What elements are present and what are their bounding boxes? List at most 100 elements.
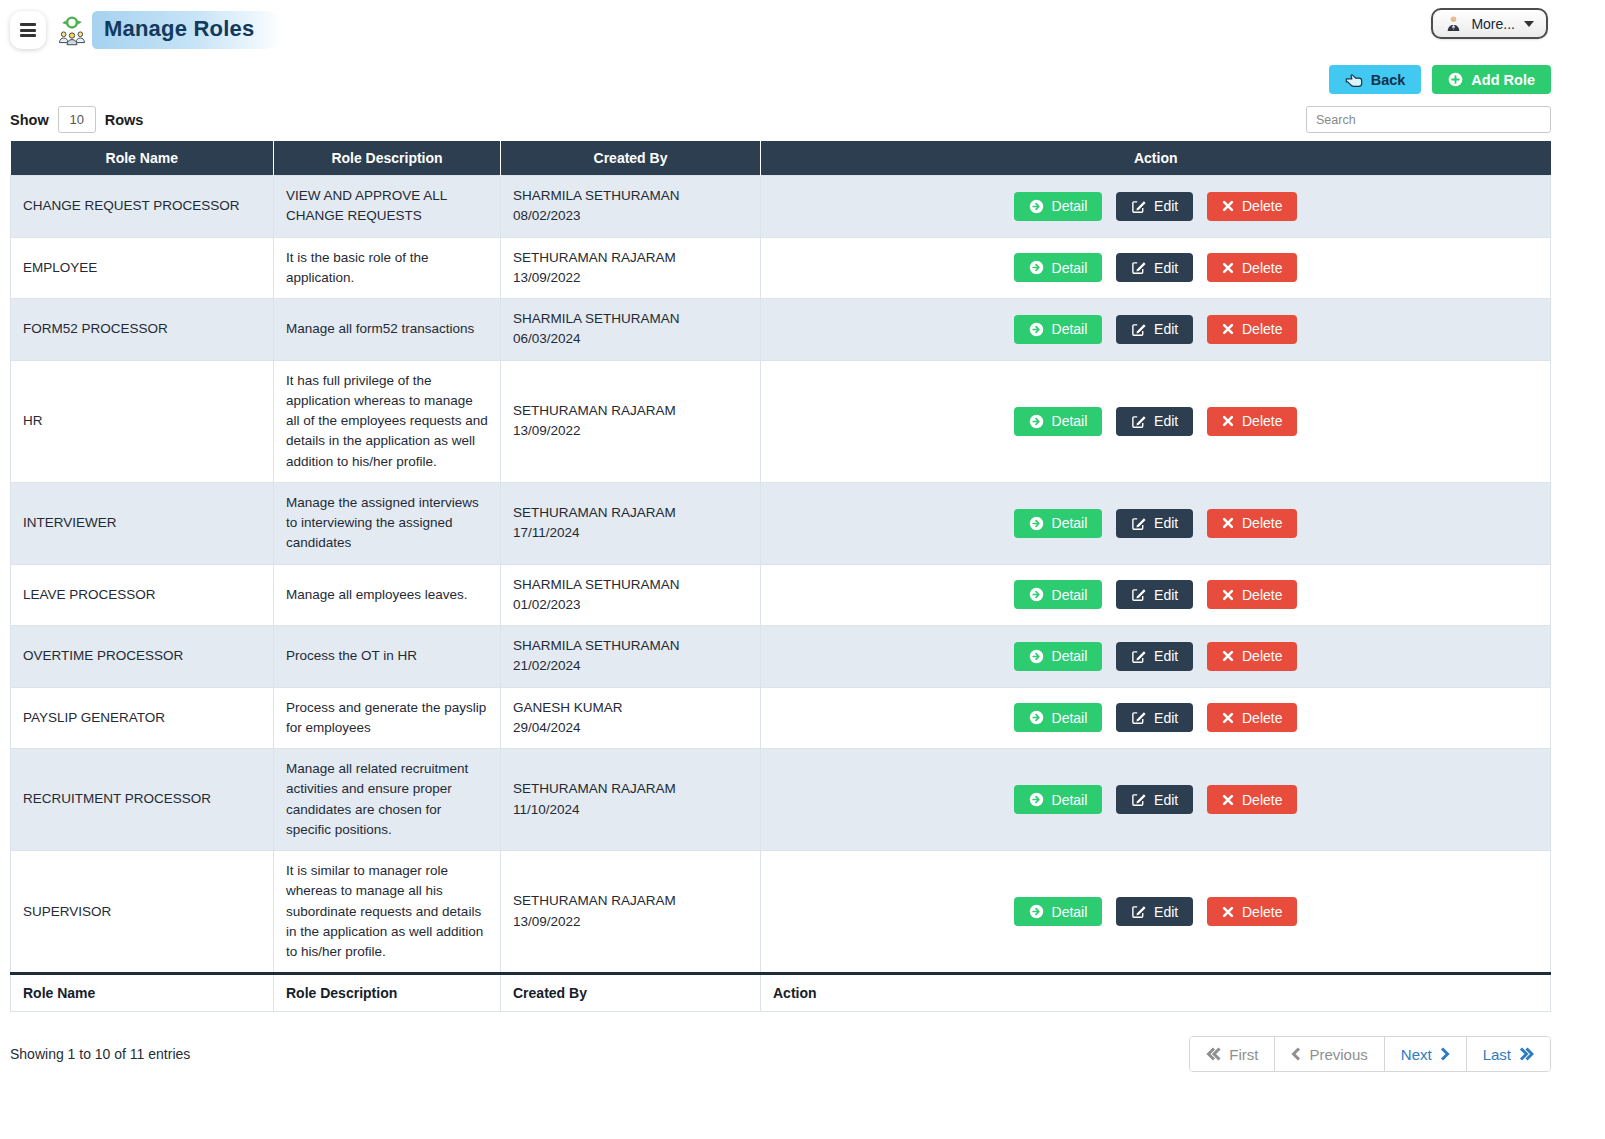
action-cell: Detail Edit Delete	[761, 176, 1551, 238]
x-icon	[1222, 650, 1234, 662]
chevron-right-icon	[1440, 1047, 1450, 1061]
edit-pencil-icon	[1131, 260, 1146, 275]
created-by-name: SETHURAMAN RAJARAM	[513, 401, 748, 421]
roles-table: Role Name Role Description Created By Ac…	[10, 141, 1551, 1012]
delete-button[interactable]: Delete	[1207, 407, 1297, 436]
delete-button[interactable]: Delete	[1207, 580, 1297, 609]
created-date: 21/02/2024	[513, 656, 748, 676]
edit-pencil-icon	[1131, 199, 1146, 214]
header-created-by: Created By	[501, 141, 761, 176]
pagination-last-button[interactable]: Last	[1466, 1037, 1550, 1071]
delete-button[interactable]: Delete	[1207, 703, 1297, 732]
role-description-cell: It has full privilege of the application…	[274, 360, 501, 482]
detail-button[interactable]: Detail	[1014, 509, 1103, 538]
x-icon	[1222, 712, 1234, 724]
edit-pencil-icon	[1131, 322, 1146, 337]
delete-button[interactable]: Delete	[1207, 509, 1297, 538]
role-description-cell: Manage all form52 transactions	[274, 299, 501, 361]
edit-button[interactable]: Edit	[1116, 407, 1193, 436]
x-icon	[1222, 415, 1234, 427]
created-by-cell: SHARMILA SETHURAMAN 06/03/2024	[501, 299, 761, 361]
pagination: First Previous Next Last	[1189, 1036, 1551, 1072]
edit-button[interactable]: Edit	[1116, 897, 1193, 926]
detail-button[interactable]: Detail	[1014, 703, 1103, 732]
table-controls: Show Rows	[10, 106, 1551, 133]
detail-label: Detail	[1052, 792, 1088, 808]
delete-button[interactable]: Delete	[1207, 785, 1297, 814]
edit-button[interactable]: Edit	[1116, 785, 1193, 814]
created-by-cell: SETHURAMAN RAJARAM 13/09/2022	[501, 851, 761, 974]
detail-button[interactable]: Detail	[1014, 315, 1103, 344]
created-by-cell: SETHURAMAN RAJARAM 13/09/2022	[501, 360, 761, 482]
edit-label: Edit	[1154, 587, 1178, 603]
created-date: 13/09/2022	[513, 421, 748, 441]
role-name-cell: INTERVIEWER	[11, 482, 274, 564]
edit-pencil-icon	[1131, 710, 1146, 725]
pagination-first-button[interactable]: First	[1190, 1037, 1274, 1071]
action-cell: Detail Edit Delete	[761, 626, 1551, 688]
edit-button[interactable]: Edit	[1116, 703, 1193, 732]
detail-button[interactable]: Detail	[1014, 192, 1103, 221]
action-cell: Detail Edit Delete	[761, 482, 1551, 564]
edit-button[interactable]: Edit	[1116, 253, 1193, 282]
header-role-name: Role Name	[11, 141, 274, 176]
edit-pencil-icon	[1131, 587, 1146, 602]
delete-label: Delete	[1242, 648, 1282, 664]
delete-button[interactable]: Delete	[1207, 642, 1297, 671]
back-button[interactable]: Back	[1329, 65, 1422, 94]
edit-label: Edit	[1154, 321, 1178, 337]
plus-circle-icon	[1448, 72, 1463, 87]
role-name-cell: OVERTIME PROCESSOR	[11, 626, 274, 688]
arrow-circle-right-icon	[1029, 199, 1044, 214]
edit-button[interactable]: Edit	[1116, 315, 1193, 344]
user-avatar-icon	[1445, 15, 1462, 32]
detail-label: Detail	[1052, 904, 1088, 920]
add-role-button[interactable]: Add Role	[1432, 65, 1551, 94]
edit-button[interactable]: Edit	[1116, 642, 1193, 671]
detail-label: Detail	[1052, 413, 1088, 429]
action-cell: Detail Edit Delete	[761, 360, 1551, 482]
edit-pencil-icon	[1131, 516, 1146, 531]
show-label: Show	[10, 112, 49, 128]
edit-button[interactable]: Edit	[1116, 509, 1193, 538]
edit-label: Edit	[1154, 710, 1178, 726]
pagination-previous-button[interactable]: Previous	[1274, 1037, 1383, 1071]
edit-pencil-icon	[1131, 649, 1146, 664]
detail-button[interactable]: Detail	[1014, 580, 1103, 609]
detail-label: Detail	[1052, 515, 1088, 531]
edit-button[interactable]: Edit	[1116, 192, 1193, 221]
role-name-cell: SUPERVISOR	[11, 851, 274, 974]
created-date: 17/11/2024	[513, 523, 748, 543]
detail-button[interactable]: Detail	[1014, 253, 1103, 282]
hamburger-menu-button[interactable]	[10, 11, 46, 49]
action-cell: Detail Edit Delete	[761, 687, 1551, 749]
delete-button[interactable]: Delete	[1207, 192, 1297, 221]
double-chevron-left-icon	[1206, 1047, 1221, 1061]
role-name-cell: CHANGE REQUEST PROCESSOR	[11, 176, 274, 238]
created-by-cell: SETHURAMAN RAJARAM 17/11/2024	[501, 482, 761, 564]
edit-button[interactable]: Edit	[1116, 580, 1193, 609]
search-input[interactable]	[1306, 106, 1551, 133]
arrow-circle-right-icon	[1029, 260, 1044, 275]
back-hand-icon	[1345, 72, 1363, 88]
detail-button[interactable]: Detail	[1014, 897, 1103, 926]
table-body: CHANGE REQUEST PROCESSOR VIEW AND APPROV…	[11, 176, 1551, 974]
delete-button[interactable]: Delete	[1207, 253, 1297, 282]
first-label: First	[1229, 1046, 1258, 1063]
double-chevron-right-icon	[1519, 1047, 1534, 1061]
rows-count-input[interactable]	[58, 106, 96, 133]
detail-button[interactable]: Detail	[1014, 785, 1103, 814]
delete-button[interactable]: Delete	[1207, 315, 1297, 344]
caret-down-icon	[1524, 21, 1534, 27]
created-date: 13/09/2022	[513, 268, 748, 288]
delete-button[interactable]: Delete	[1207, 897, 1297, 926]
created-by-cell: SHARMILA SETHURAMAN 08/02/2023	[501, 176, 761, 238]
more-label: More...	[1471, 16, 1515, 32]
more-button[interactable]: More...	[1431, 8, 1548, 39]
created-by-name: SETHURAMAN RAJARAM	[513, 248, 748, 268]
pagination-next-button[interactable]: Next	[1384, 1037, 1466, 1071]
detail-button[interactable]: Detail	[1014, 642, 1103, 671]
detail-button[interactable]: Detail	[1014, 407, 1103, 436]
chevron-left-icon	[1291, 1047, 1301, 1061]
created-date: 06/03/2024	[513, 329, 748, 349]
